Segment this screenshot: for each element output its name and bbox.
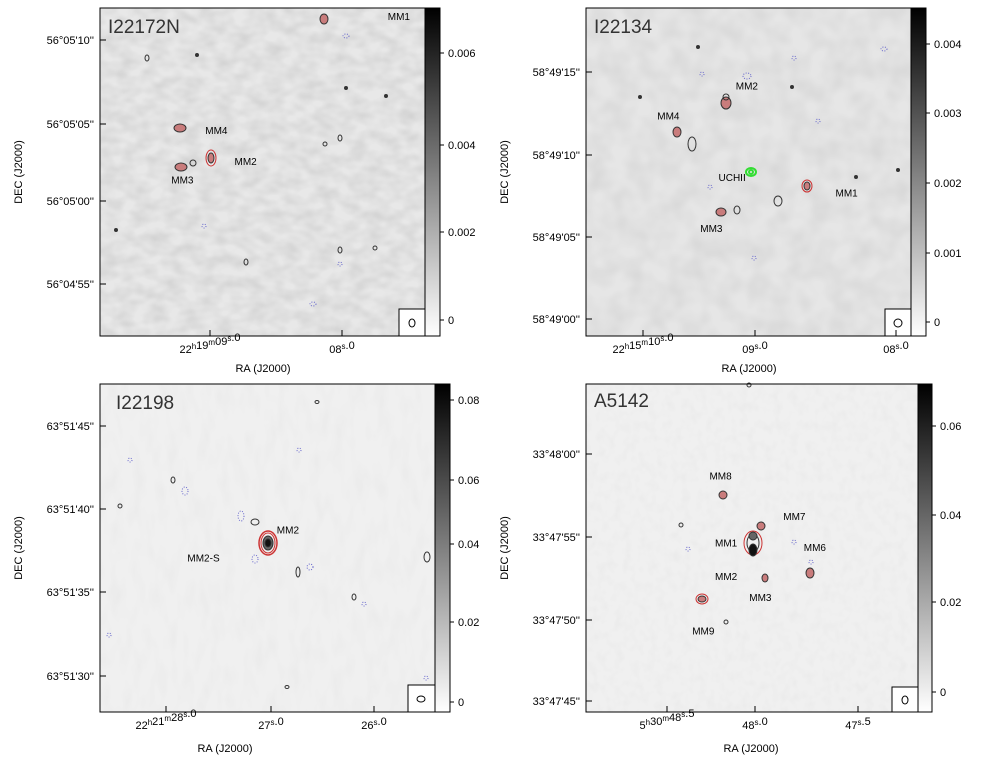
panel-i22198: I22198 22h21m28s.0 27s.0 26s.0 63°51'45'' 63… xyxy=(0,382,490,763)
colorbar-tick-label: 0.004 xyxy=(448,140,476,152)
x-tick-label: 22h19m09s.0 xyxy=(179,332,240,356)
source-label-mm4: MM4 xyxy=(205,126,228,137)
map-a5142: A5142 5h30m48s.5 48s.0 47s.5 33°48'00'' 33°4… xyxy=(499,382,962,755)
panel-title: I22134 xyxy=(594,17,653,38)
y-tick-label: 56°05'05'' xyxy=(47,119,94,131)
y-tick-label: 56°04'55'' xyxy=(47,279,94,291)
colorbar xyxy=(910,7,927,337)
source-label-mm3: MM3 xyxy=(700,224,723,235)
source-label-uchii: UCHII xyxy=(719,173,746,184)
source-label-mm2: MM2 xyxy=(736,81,759,92)
colorbar xyxy=(424,7,441,337)
panel-i22134: I22134 22h15m10s.0 09s.0 08s.0 58°49'15'' 58… xyxy=(490,0,981,380)
y-axis-label: DEC (J2000) xyxy=(13,140,25,204)
y-axis-label: DEC (J2000) xyxy=(499,140,511,204)
x-tick-label: 09s.0 xyxy=(742,340,767,356)
x-tick-label: 22h15m10s.0 xyxy=(612,332,673,356)
colorbar-tick-label: 0.004 xyxy=(934,39,962,51)
source-labels: MM2 MM2-S xyxy=(187,526,299,565)
x-axis-label: RA (J2000) xyxy=(723,743,778,755)
y-tick-label: 63°51'30'' xyxy=(47,671,94,683)
source-label-mm3: MM3 xyxy=(171,175,194,186)
contours xyxy=(114,13,388,266)
source-labels: MM1 MM2 MM3 MM6 MM7 MM8 MM9 xyxy=(692,472,826,638)
x-tick-label: 08s.0 xyxy=(329,340,354,356)
colorbar-tick-label: 0.06 xyxy=(458,475,479,487)
y-tick-label: 56°05'10'' xyxy=(47,35,94,47)
y-tick-label: 33°48'00'' xyxy=(533,449,580,461)
map-i22134: I22134 22h15m10s.0 09s.0 08s.0 58°49'15'' 58… xyxy=(499,7,962,375)
y-axis-label: DEC (J2000) xyxy=(13,516,25,580)
source-label-mm4: MM4 xyxy=(657,112,680,123)
x-tick-label: 26s.0 xyxy=(361,716,386,732)
map-i22172n: I22172N 22h19m09s.0 08s.0 56°05'10'' 56°05'… xyxy=(13,7,476,375)
x-axis-label: RA (J2000) xyxy=(235,363,290,375)
map-i22198: I22198 22h21m28s.0 27s.0 26s.0 63°51'45'' 63… xyxy=(13,383,480,755)
source-label-mm9: MM9 xyxy=(692,626,715,637)
panel-title: A5142 xyxy=(594,391,649,412)
y-tick-label: 58°49'00'' xyxy=(533,314,580,326)
source-label-mm2: MM2 xyxy=(277,526,300,537)
ticks: 22h19m09s.0 08s.0 56°05'10'' 56°05'05'' 56°0… xyxy=(47,35,476,356)
panel-a5142: A5142 5h30m48s.5 48s.0 47s.5 33°48'00'' 33°4… xyxy=(490,382,981,763)
colorbar-tick-label: 0.002 xyxy=(448,227,476,239)
y-tick-label: 63°51'45'' xyxy=(47,421,94,433)
colorbar-tick-label: 0.003 xyxy=(934,108,962,120)
colorbar xyxy=(434,383,451,713)
x-tick-label: 22h21m28s.0 xyxy=(135,708,196,732)
colorbar-tick-label: 0.04 xyxy=(458,539,479,551)
source-label-mm2: MM2 xyxy=(235,157,258,168)
source-label-mm2-s: MM2-S xyxy=(187,554,220,565)
source-label-mm6: MM6 xyxy=(804,543,827,554)
colorbar-tick-label: 0 xyxy=(448,315,454,327)
source-label-mm1: MM1 xyxy=(836,189,859,200)
source-labels: MM1 MM2 MM3 MM4 UCHII xyxy=(657,81,858,235)
y-tick-label: 58°49'05'' xyxy=(533,232,580,244)
x-axis-label: RA (J2000) xyxy=(721,363,776,375)
y-tick-label: 33°47'45'' xyxy=(533,696,580,708)
y-tick-label: 58°49'15'' xyxy=(533,67,580,79)
colorbar-tick-label: 0.04 xyxy=(940,510,961,522)
x-tick-label: 5h30m48s.5 xyxy=(640,708,695,732)
panel-title: I22198 xyxy=(116,393,174,414)
y-tick-label: 63°51'35'' xyxy=(47,587,94,599)
colorbar xyxy=(917,383,933,713)
source-label-mm2: MM2 xyxy=(715,572,738,583)
colorbar-tick-label: 0 xyxy=(940,687,946,699)
ticks: 22h15m10s.0 09s.0 08s.0 58°49'15'' 58°49'10'… xyxy=(533,39,962,356)
y-tick-label: 56°05'00'' xyxy=(47,196,94,208)
x-tick-label: 08s.0 xyxy=(883,340,908,356)
x-tick-label: 48s.0 xyxy=(742,716,767,732)
y-axis-label: DEC (J2000) xyxy=(499,516,511,580)
source-labels: MM1 MM2 MM3 MM4 xyxy=(171,12,410,187)
colorbar-tick-label: 0.02 xyxy=(458,617,479,629)
beam-box xyxy=(398,308,426,337)
source-label-mm8: MM8 xyxy=(709,472,732,483)
panel-title: I22172N xyxy=(108,17,180,38)
colorbar-tick-label: 0.002 xyxy=(934,178,962,190)
colorbar-tick-label: 0.06 xyxy=(940,421,961,433)
colorbar-tick-label: 0.001 xyxy=(934,248,962,260)
y-tick-label: 58°49'10'' xyxy=(533,150,580,162)
beam-ellipse xyxy=(408,318,416,328)
x-axis-label: RA (J2000) xyxy=(197,743,252,755)
colorbar-tick-label: 0.006 xyxy=(448,48,476,60)
y-tick-label: 33°47'55'' xyxy=(533,532,580,544)
source-label-mm7: MM7 xyxy=(783,512,806,523)
source-label-mm1: MM1 xyxy=(715,538,738,549)
ticks: 22h21m28s.0 27s.0 26s.0 63°51'45'' 63°51'40'… xyxy=(47,395,480,732)
source-label-mm1: MM1 xyxy=(388,12,411,23)
y-tick-label: 33°47'50'' xyxy=(533,615,580,627)
source-label-mm3: MM3 xyxy=(749,593,772,604)
colorbar-tick-label: 0.02 xyxy=(940,597,961,609)
x-tick-label: 47s.5 xyxy=(845,716,870,732)
y-tick-label: 63°51'40'' xyxy=(47,504,94,516)
colorbar-tick-label: 0 xyxy=(458,697,464,709)
panel-i22172n: I22172N 22h19m09s.0 08s.0 56°05'10'' 56°05'… xyxy=(0,0,490,380)
ticks: 5h30m48s.5 48s.0 47s.5 33°48'00'' 33°47'55''… xyxy=(533,421,962,732)
x-tick-label: 27s.0 xyxy=(258,716,283,732)
colorbar-tick-label: 0 xyxy=(934,317,940,329)
colorbar-tick-label: 0.08 xyxy=(458,395,479,407)
